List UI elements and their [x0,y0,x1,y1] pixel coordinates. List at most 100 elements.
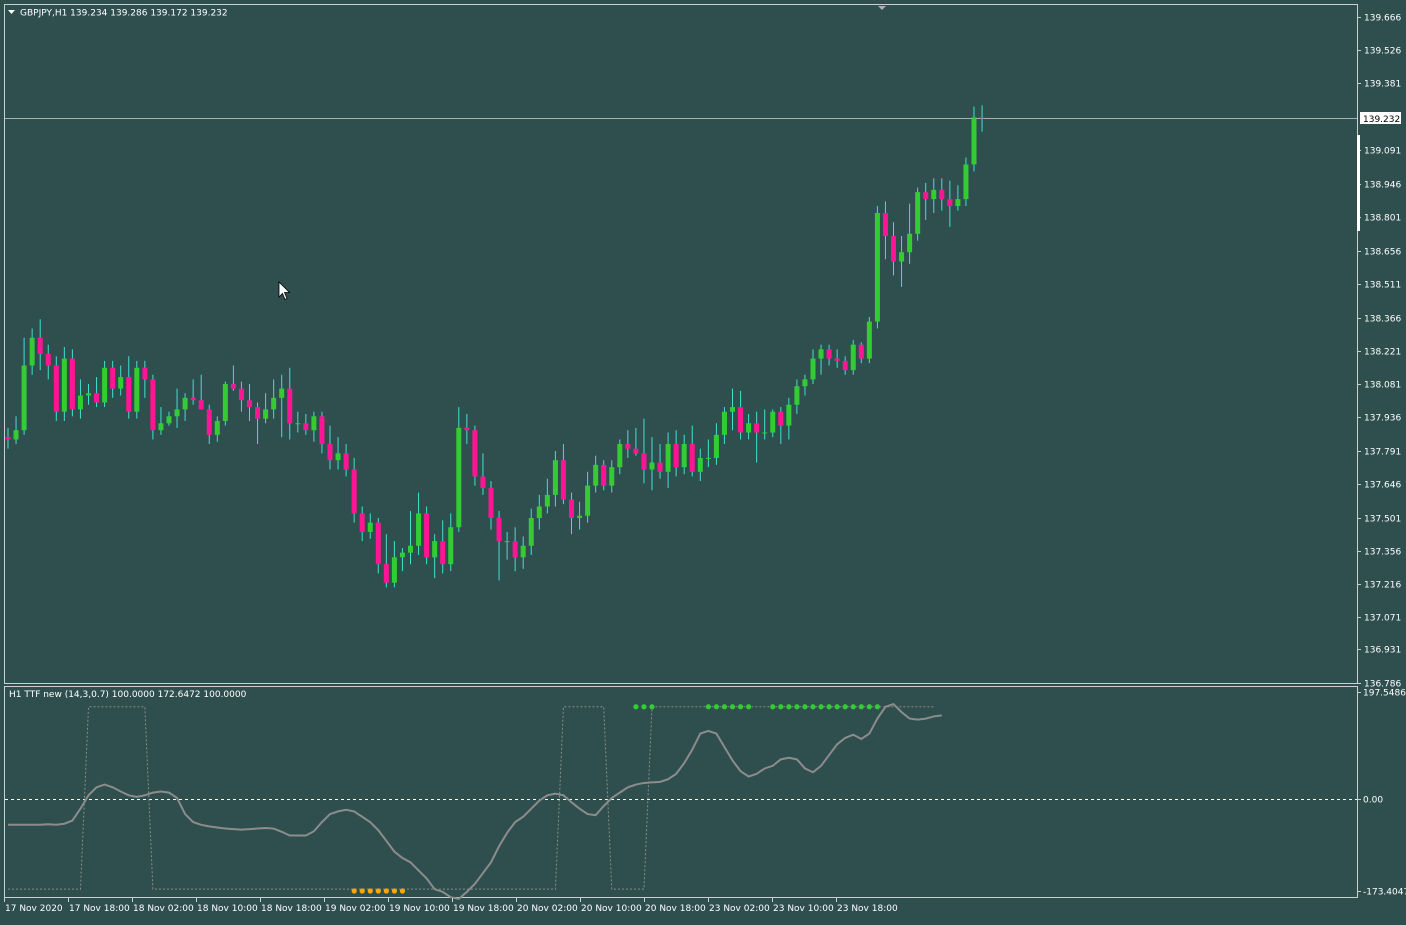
price-tick-label: 137.936 [1364,414,1401,424]
ttf-signal-dot [368,888,373,893]
ttf-signal-dot [400,888,405,893]
candle-body [311,416,316,430]
candle-body [167,416,172,423]
time-tick-label: 23 Nov 10:00 [773,904,834,914]
candle-body [215,421,220,435]
candle-body [303,423,308,430]
price-tick-label: 137.791 [1364,448,1401,458]
candle-body [706,458,711,459]
candle-body [899,252,904,261]
candle [915,188,920,241]
price-tick-label: 139.666 [1364,14,1401,24]
price-tick-label: 138.946 [1364,181,1401,191]
candle-body [714,435,719,458]
candle-body [255,407,260,419]
candle-body [923,192,928,199]
candle-body [352,469,357,513]
candle-body [360,513,365,531]
candle-body [980,117,985,118]
candle [102,361,107,407]
candle-body [891,236,896,261]
candle-body [883,213,888,236]
time-tick-label: 18 Nov 10:00 [197,904,258,914]
ttf-signal-dot [810,704,815,709]
candle [70,349,75,416]
candle-body [223,384,228,421]
candle-body [786,405,791,426]
ttf-signal-dot [827,704,832,709]
candle-body [199,400,204,409]
current-price-label: 139.232 [1363,115,1400,125]
candle-body [344,453,349,469]
candle-body [867,322,872,359]
ttf-signal-dot [706,704,711,709]
time-tick-label: 19 Nov 10:00 [389,904,450,914]
symbol-header-text: GBPJPY,H1 139.234 139.286 139.172 139.23… [20,9,228,19]
candle-body [851,345,856,370]
price-tick-label: 138.801 [1364,214,1401,224]
ttf-signal-dot [843,704,848,709]
scroll-position-indicator[interactable] [1357,135,1360,231]
candle-body [102,368,107,403]
ttf-signal-dot [875,704,880,709]
candle-body [440,541,445,564]
candle-body [384,564,389,582]
ttf-signal-dot [714,704,719,709]
price-tick-label: 137.646 [1364,481,1401,491]
time-tick-label: 20 Nov 02:00 [517,904,578,914]
candle-body [110,368,115,389]
ttf-signal-dot [794,704,799,709]
candle-body [931,190,936,199]
price-tick-label: 138.366 [1364,315,1401,325]
candle-body [609,467,614,485]
candle-body [279,389,284,398]
time-tick-label: 17 Nov 18:00 [69,904,130,914]
ttf-signal-dot [360,888,365,893]
ttf-signal-dot [786,704,791,709]
candle-body [593,465,598,486]
candle-body [158,423,163,430]
candle-body [150,379,155,430]
price-tick-label: 137.216 [1364,581,1401,591]
candle-body [78,396,83,410]
candle-body [947,199,952,206]
time-tick-label: 18 Nov 02:00 [133,904,194,914]
candle-body [762,433,767,434]
ind-tick-max: 197.5486 [1363,689,1406,699]
time-tick-label: 17 Nov 2020 [5,904,63,914]
candle-body [175,409,180,416]
candle-body [569,500,574,518]
candle-body [633,449,638,454]
candle-body [6,437,11,439]
price-tick-label: 137.071 [1364,614,1401,624]
price-tick-label: 137.356 [1364,548,1401,558]
candle-body [617,444,622,467]
ttf-signal-dot [392,888,397,893]
candle [54,356,59,421]
candle-body [400,553,405,558]
time-tick-label: 19 Nov 02:00 [325,904,386,914]
candle-body [295,423,300,424]
candle-body [794,386,799,404]
candle-body [62,359,67,412]
candle-body [972,117,977,164]
candle-body [658,463,663,472]
candle-body [625,444,630,449]
ttf-signal-dot [802,704,807,709]
candle-body [263,409,268,418]
candle-body [408,546,413,553]
candle-body [843,361,848,370]
candle-body [859,345,864,359]
time-tick-label: 20 Nov 18:00 [645,904,706,914]
candle-body [392,557,397,582]
candle-body [521,546,526,558]
ttf-signal-dot [770,704,775,709]
candle-body [577,516,582,518]
candle-body [207,409,212,434]
candle-body [827,349,832,358]
price-tick-label: 138.221 [1364,348,1401,358]
ttf-signal-dot [649,704,654,709]
price-tick-label: 139.091 [1364,147,1401,157]
